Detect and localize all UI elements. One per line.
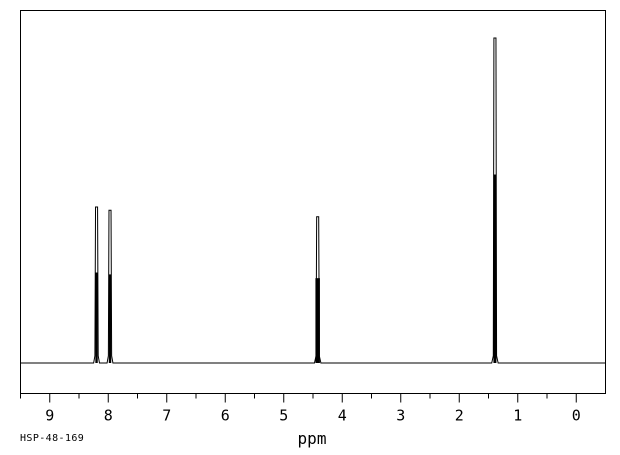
axis-tick-label-0: 0 [572,407,581,425]
axis-unit-label: ppm [298,429,327,448]
axis-tick-label-5: 5 [279,407,288,425]
axis-tick-label-3: 3 [396,407,405,425]
axis-tick-label-1: 1 [513,407,522,425]
axis-tick-label-4: 4 [338,407,347,425]
peak-multiplet-group [95,174,497,363]
axis-tick-label-2: 2 [455,407,464,425]
peak-multiplet-aromatic-doublet-downfield [95,272,98,363]
sample-id-label: HSP-48-169 [20,433,84,444]
axis-tick-label-7: 7 [162,407,171,425]
spectrum-trace-group [20,37,606,364]
axis-ticks-group [20,393,577,403]
spectrum-trace [20,37,606,364]
axis-tick-labels-group: 9 8 7 6 5 4 3 2 1 0 [45,407,581,425]
ppm-axis: 9 8 7 6 5 4 3 2 1 0 [20,393,606,425]
peak-multiplet-methyl-triplet [493,174,497,363]
axis-tick-label-9: 9 [45,407,54,425]
axis-tick-label-8: 8 [104,407,113,425]
peak-multiplet-methylene-quartet [315,278,320,363]
axis-tick-label-6: 6 [221,407,230,425]
peak-multiplet-aromatic-doublet-upfield [108,274,112,363]
